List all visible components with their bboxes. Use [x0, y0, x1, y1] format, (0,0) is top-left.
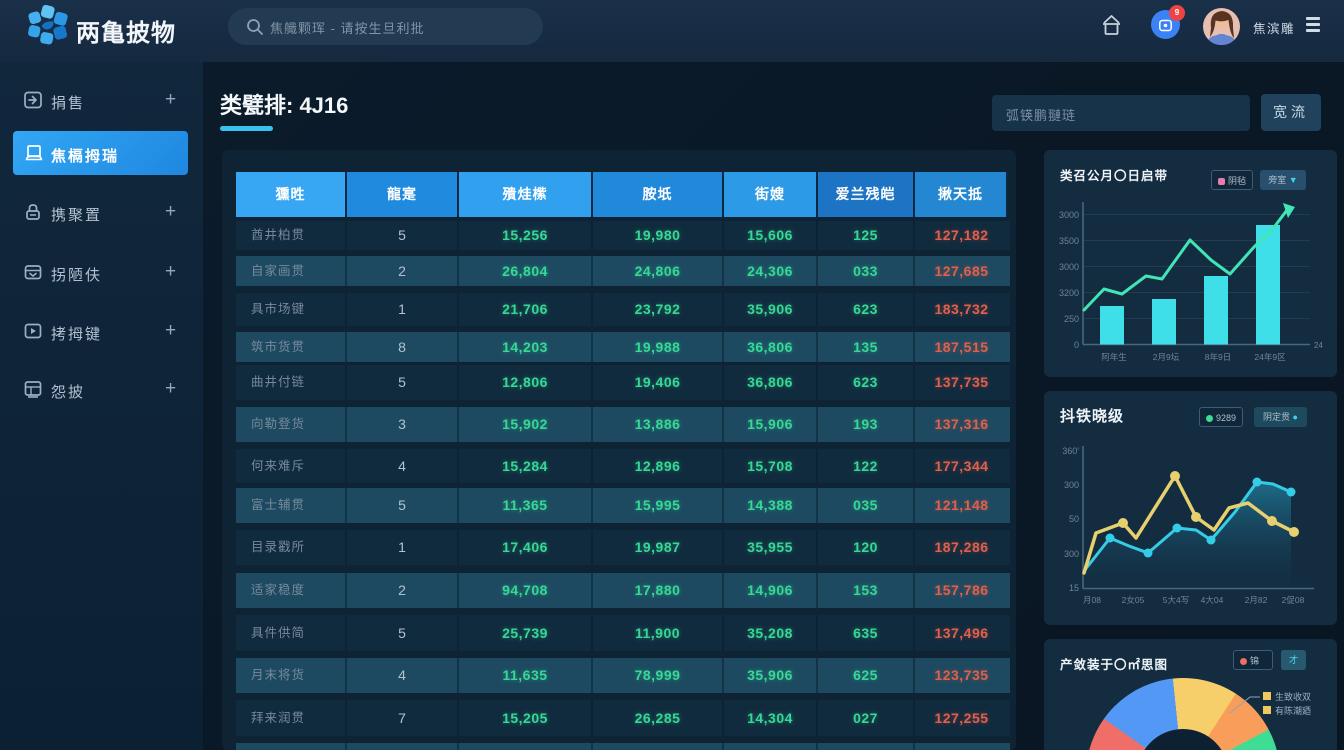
svg-text:8年9日: 8年9日: [1205, 352, 1231, 362]
svg-text:15: 15: [1069, 583, 1079, 593]
svg-text:300: 300: [1064, 549, 1079, 559]
svg-text:50: 50: [1069, 514, 1079, 524]
svg-text:3000: 3000: [1059, 210, 1079, 220]
svg-text:2月82: 2月82: [1245, 595, 1268, 605]
svg-text:生致收双: 生致收双: [1275, 691, 1311, 702]
svg-text:有陈潮廼: 有陈潮廼: [1275, 705, 1311, 716]
svg-text:0: 0: [1074, 340, 1079, 350]
svg-text:24年9区: 24年9区: [1254, 352, 1286, 362]
svg-text:3500: 3500: [1059, 236, 1079, 246]
svg-text:360': 360': [1062, 446, 1079, 456]
svg-text:2促08: 2促08: [1282, 595, 1305, 605]
svg-text:月08: 月08: [1083, 595, 1101, 605]
svg-text:5大4写: 5大4写: [1163, 595, 1189, 605]
svg-text:3200: 3200: [1059, 288, 1079, 298]
svg-text:24: 24: [1314, 341, 1323, 350]
svg-text:3000: 3000: [1059, 262, 1079, 272]
svg-text:300: 300: [1064, 480, 1079, 490]
svg-text:2月9坛: 2月9坛: [1153, 352, 1180, 362]
svg-text:250: 250: [1064, 314, 1079, 324]
svg-text:2女05: 2女05: [1122, 595, 1145, 605]
svg-text:4大04: 4大04: [1201, 595, 1224, 605]
svg-text:阿年生: 阿年生: [1101, 352, 1127, 362]
